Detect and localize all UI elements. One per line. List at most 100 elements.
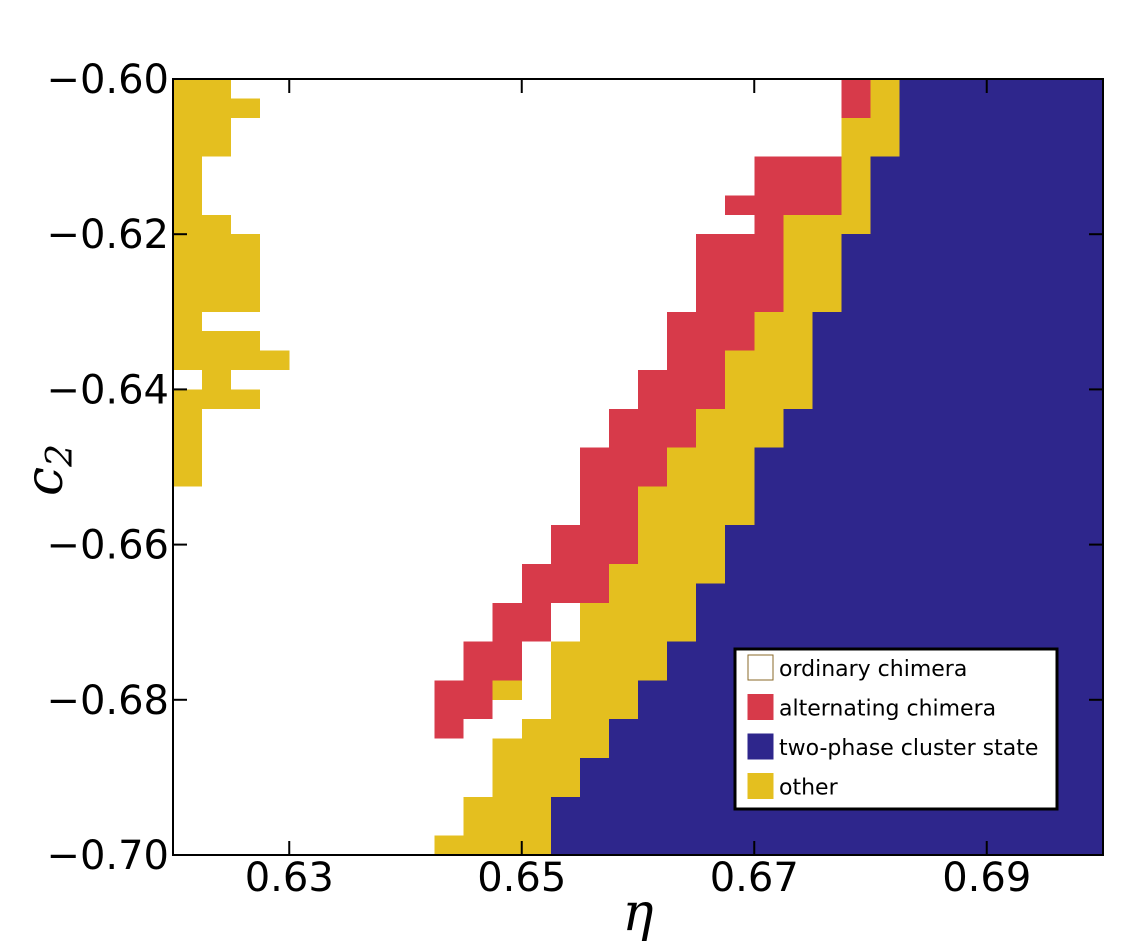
heatmap-cell [173,738,465,759]
heatmap-cell [492,738,610,759]
heatmap-cell [783,253,843,274]
heatmap-cell [173,98,261,119]
heatmap-cell [173,117,232,138]
heatmap-cell [289,350,668,371]
heatmap-cell [754,447,1104,468]
heatmap-cell [173,389,261,410]
plot-frame [172,78,1104,856]
heatmap-cell [173,292,261,313]
heatmap-cell [173,680,436,701]
heatmap-cell [463,816,552,837]
heatmap-cell [579,486,639,507]
heatmap-cell [173,816,465,837]
legend-swatch [747,733,774,760]
heatmap-cell [231,117,843,138]
heatmap-cell [696,292,755,313]
heatmap-cell [492,777,581,798]
heatmap-cell [521,583,610,604]
heatmap-cell [899,137,1104,158]
heatmap-cell [754,311,813,332]
heatmap-cell [841,156,872,177]
heatmap-cell [754,156,843,177]
heatmap-cell [173,79,232,99]
heatmap-cell [492,622,552,643]
heatmap-cell [667,467,755,487]
heatmap-cell [173,622,494,643]
heatmap-cell [725,544,1104,565]
heatmap-cell [812,311,1104,332]
heatmap-cell [434,680,494,701]
heatmap-cell [870,195,1104,216]
heatmap-cell [173,467,203,487]
heatmap-cell [754,467,1104,487]
heatmap-cell [638,544,726,565]
heatmap-cell [841,195,872,216]
heatmap-cell [550,525,639,546]
heatmap-cell [521,661,552,681]
heatmap-cell [492,758,581,778]
heatmap-cell [638,370,726,390]
heatmap-cell [260,292,697,313]
heatmap-cell [173,796,465,817]
heatmap-cell [173,758,494,778]
heatmap-cell [550,835,1104,856]
heatmap-cell [725,350,813,371]
heatmap-cell [841,98,872,119]
legend-box [733,647,1059,811]
x-tick-label: 0.69 [942,855,1031,901]
heatmap-cell [492,602,552,623]
heatmap-cell [173,525,552,546]
heatmap-cell [841,292,1104,313]
heatmap-cell [638,525,726,546]
heatmap-cell [231,370,639,390]
heatmap-cell [173,544,552,565]
heatmap-cell [231,79,843,99]
heatmap-cell [202,467,581,487]
heatmap-cell [696,428,784,449]
x-tick-label: 0.67 [710,855,799,901]
heatmap-cell [812,331,1104,352]
heatmap-cell [783,234,843,255]
heatmap-cell [202,408,610,429]
heatmap-cell [173,777,494,798]
heatmap-cell [696,408,784,429]
heatmap-cell [463,661,523,681]
heatmap-cell [870,156,1104,177]
heatmap-cell [521,680,552,701]
heatmap-cell [841,137,901,158]
heatmap-cell [231,137,843,158]
heatmap-cell [638,486,755,507]
heatmap-cell [812,389,1104,410]
heatmap-cell [899,98,1104,119]
heatmap-cell [173,253,261,274]
heatmap-cell [173,195,203,216]
heatmap-cell [521,564,610,584]
heatmap-cell [870,98,901,119]
heatmap-cell [173,447,203,468]
heatmap-cell [202,156,755,177]
y-tick-label: −0.64 [46,367,169,413]
heatmap-cell [463,738,494,759]
heatmap-cell [202,370,232,390]
heatmap-cell [696,273,784,293]
heatmap-cell [725,195,784,216]
heatmap-cell [260,273,697,293]
y-axis-label: c2 [15,444,81,496]
heatmap-cell [202,428,610,449]
heatmap-cell [841,273,1104,293]
heatmap-cell [173,699,436,720]
heatmap-cell [754,176,843,196]
legend-label: two-phase cluster state [779,736,1038,761]
heatmap-cell [870,79,901,99]
heatmap-cell [754,505,1104,526]
heatmap-cell [550,699,639,720]
heatmap-cell [492,699,552,720]
heatmap-cell [667,311,755,332]
heatmap-cell [492,680,523,701]
heatmap-cell [260,98,843,119]
heatmap-cell [870,176,1104,196]
heatmap-cell [202,195,726,216]
heatmap-cell [696,253,784,274]
heatmap-cell [550,661,668,681]
heatmap-cell [434,699,494,720]
